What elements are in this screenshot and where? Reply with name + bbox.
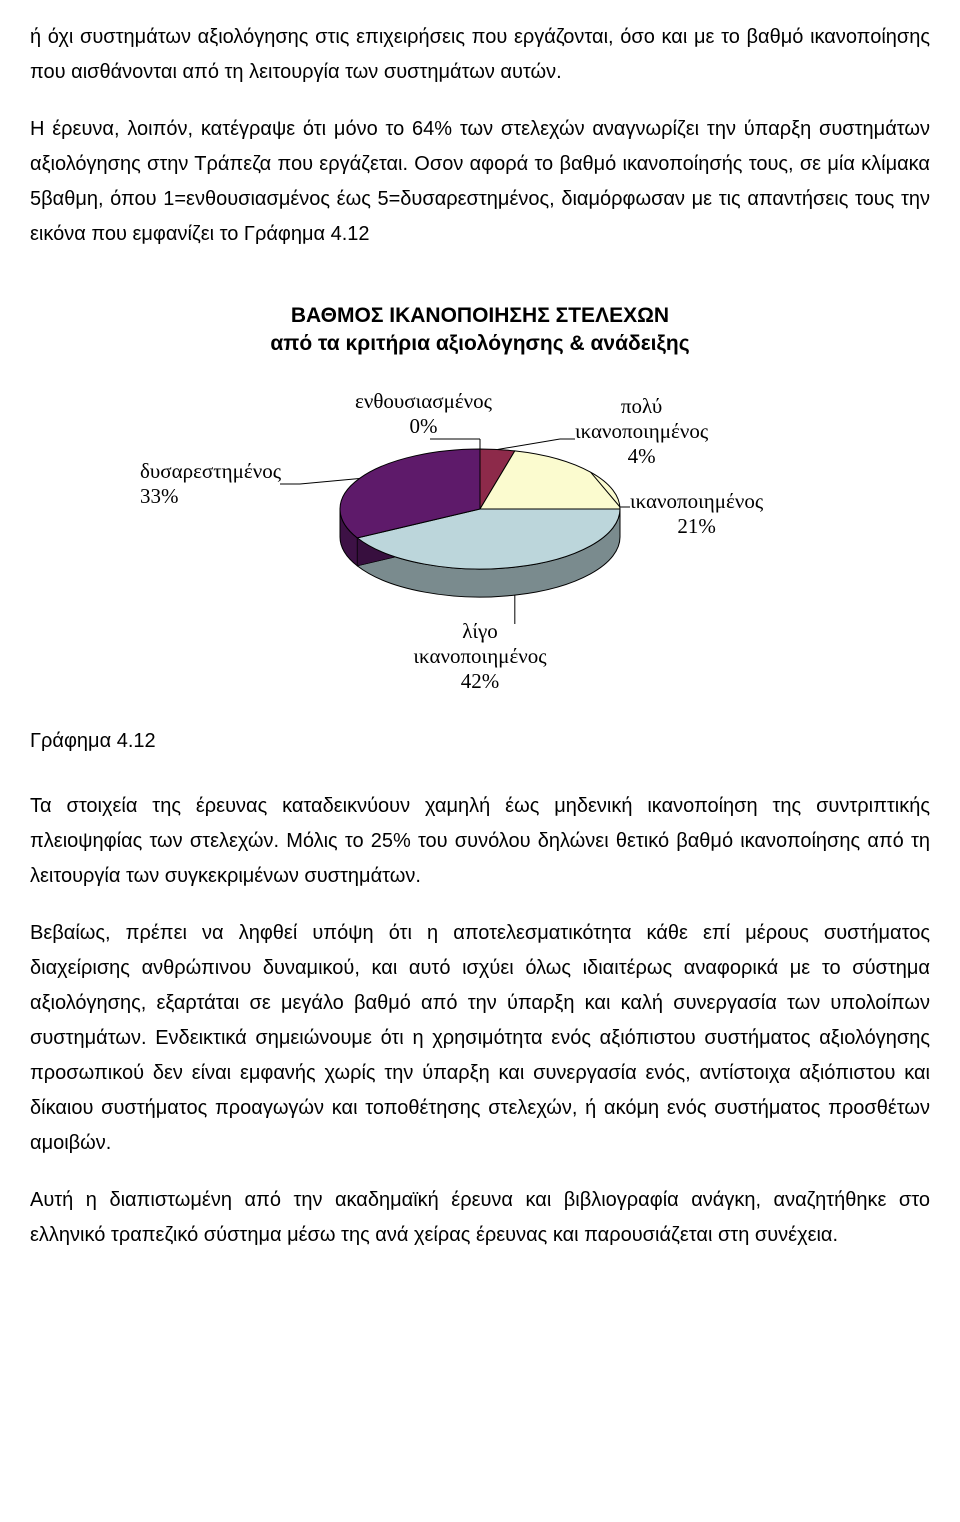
- label-poly-ikanopoimenos: πολύ ικανοποιημένος 4%: [575, 394, 708, 470]
- chart-title-line2: από τα κριτήρια αξιολόγησης & ανάδειξης: [270, 332, 689, 355]
- label-enthousiasmenos-text: ενθουσιασμένος: [355, 389, 492, 413]
- label-enthousiasmenos: ενθουσιασμένος 0%: [355, 389, 492, 439]
- label-ligo-pct: 42%: [461, 669, 500, 693]
- label-ligo-text2: ικανοποιημένος: [413, 644, 546, 668]
- label-enthousiasmenos-pct: 0%: [409, 414, 437, 438]
- label-ikanopoimenos-pct: 21%: [677, 514, 716, 538]
- chart-area: δυσαρεστημένος 33% ενθουσιασμένος 0% πολ…: [130, 389, 830, 629]
- label-poly-pct: 4%: [628, 444, 656, 468]
- label-ikanopoimenos: ικανοποιημένος 21%: [630, 489, 763, 539]
- label-dysarestimenos-text: δυσαρεστημένος: [140, 459, 281, 483]
- label-dysarestimenos-pct: 33%: [140, 484, 179, 508]
- label-ikanopoimenos-text: ικανοποιημένος: [630, 489, 763, 513]
- paragraph-3: Τα στοιχεία της έρευνας καταδεικνύουν χα…: [30, 789, 930, 894]
- label-dysarestimenos: δυσαρεστημένος 33%: [140, 459, 281, 509]
- paragraph-1: ή όχι συστημάτων αξιολόγησης στις επιχει…: [30, 20, 930, 90]
- satisfaction-pie-chart: ΒΑΘΜΟΣ ΙΚΑΝΟΠΟΙΗΣΗΣ ΣΤΕΛΕΧΩΝ από τα κριτ…: [130, 302, 830, 694]
- chart-title: ΒΑΘΜΟΣ ΙΚΑΝΟΠΟΙΗΣΗΣ ΣΤΕΛΕΧΩΝ από τα κριτ…: [130, 302, 830, 359]
- paragraph-4: Βεβαίως, πρέπει να ληφθεί υπόψη ότι η απ…: [30, 916, 930, 1161]
- label-poly-text2: ικανοποιημένος: [575, 419, 708, 443]
- chart-caption: Γράφημα 4.12: [30, 724, 930, 759]
- label-ligo-ikanopoimenos: λίγο ικανοποιημένος 42%: [130, 619, 830, 695]
- paragraph-5: Αυτή η διαπιστωμένη από την ακαδημαϊκή έ…: [30, 1183, 930, 1253]
- label-poly-text1: πολύ: [621, 394, 662, 418]
- paragraph-2: Η έρευνα, λοιπόν, κατέγραψε ότι μόνο το …: [30, 112, 930, 252]
- chart-title-line1: ΒΑΘΜΟΣ ΙΚΑΝΟΠΟΙΗΣΗΣ ΣΤΕΛΕΧΩΝ: [291, 304, 669, 327]
